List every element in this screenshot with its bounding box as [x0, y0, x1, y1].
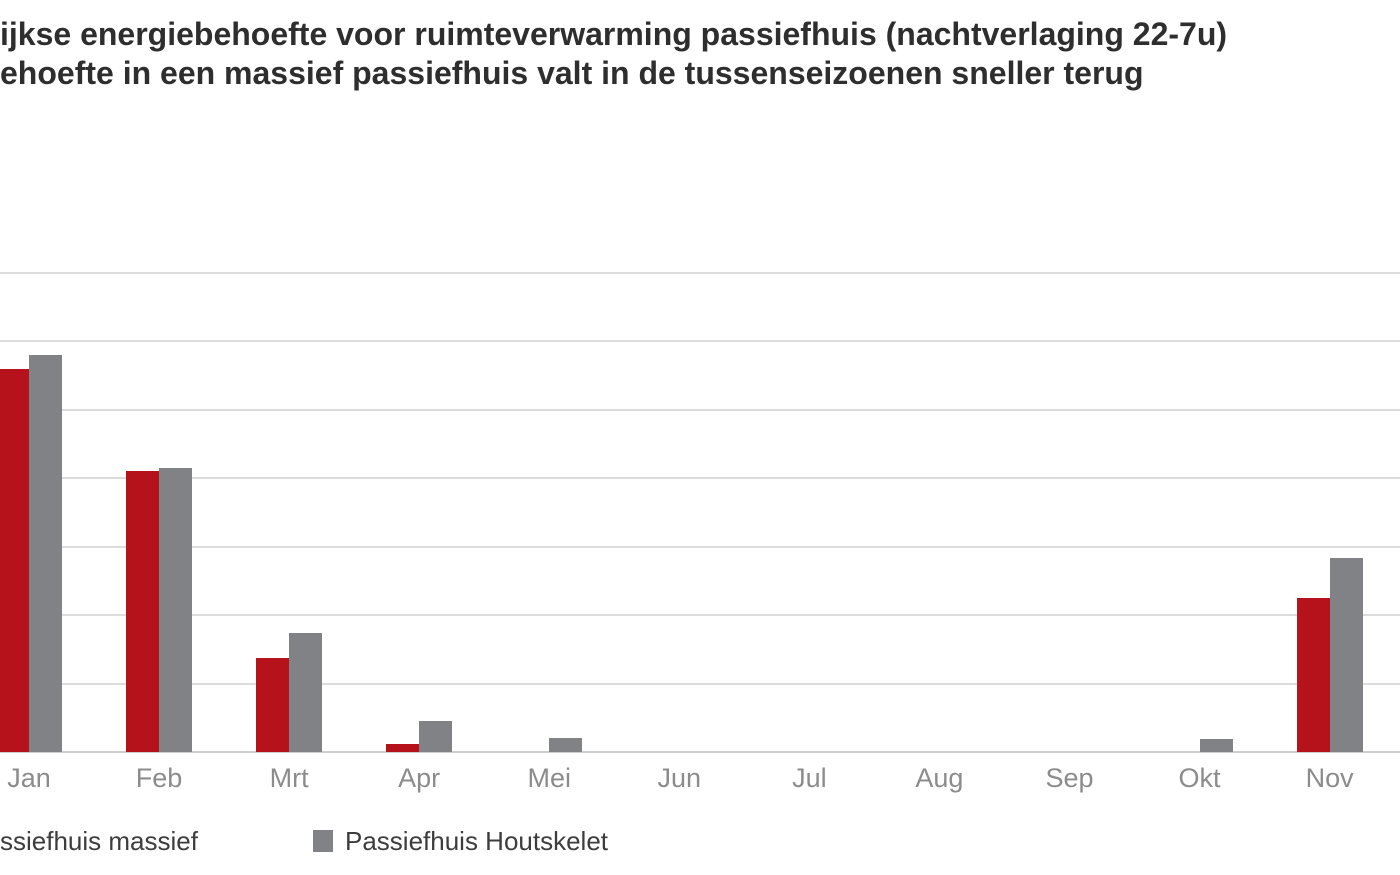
x-axis-label-feb: Feb — [135, 763, 183, 793]
bar-massief-apr — [386, 743, 420, 752]
gridline — [0, 340, 1400, 343]
gridline — [0, 477, 1400, 480]
chart-title-line1: ijkse energiebehoefte voor ruimteverwarm… — [0, 16, 1228, 52]
bar-houtskelet-mrt — [289, 632, 323, 752]
gridline — [0, 272, 1400, 274]
x-axis-label-mei: Mei — [527, 763, 571, 793]
gridline — [0, 545, 1400, 548]
gridline — [0, 614, 1400, 617]
x-axis-label-mrt: Mrt — [269, 763, 309, 793]
bar-houtskelet-feb — [159, 468, 193, 752]
x-axis-line — [0, 751, 1400, 753]
x-axis-label-jan: Jan — [7, 763, 51, 793]
legend: ssiefhuis massief Passiefhuis Houtskelet — [0, 826, 1400, 866]
bar-houtskelet-okt — [1199, 738, 1233, 752]
bar-houtskelet-apr — [419, 721, 453, 752]
gridline — [0, 408, 1400, 411]
x-axis-label-apr: Apr — [398, 763, 441, 793]
x-axis-label-sep: Sep — [1045, 763, 1094, 793]
legend-item-houtskelet: Passiefhuis Houtskelet — [313, 826, 608, 858]
bar-houtskelet-mei — [549, 738, 583, 752]
bar-houtskelet-nov — [1329, 557, 1363, 752]
legend-item-massief: ssiefhuis massief — [0, 826, 198, 858]
x-axis-label-okt: Okt — [1178, 763, 1221, 793]
bar-massief-jan — [0, 368, 29, 752]
bar-massief-mrt — [256, 658, 290, 752]
x-axis-label-jun: Jun — [657, 763, 702, 793]
bar-houtskelet-jan — [29, 355, 62, 752]
bar-massief-nov — [1296, 598, 1330, 752]
x-axis-label-aug: Aug — [915, 763, 964, 793]
x-axis-label-nov: Nov — [1305, 763, 1354, 793]
gridline — [0, 682, 1400, 685]
legend-label-massief: ssiefhuis massief — [0, 826, 198, 856]
legend-marker-houtskelet-swatch — [313, 830, 333, 852]
x-axis-label-jul: Jul — [792, 763, 827, 793]
legend-label-houtskelet: Passiefhuis Houtskelet — [345, 826, 609, 856]
chart-title-line2: ehoefte in een massief passiefhuis valt … — [0, 55, 1144, 91]
bar-massief-feb — [126, 471, 160, 752]
